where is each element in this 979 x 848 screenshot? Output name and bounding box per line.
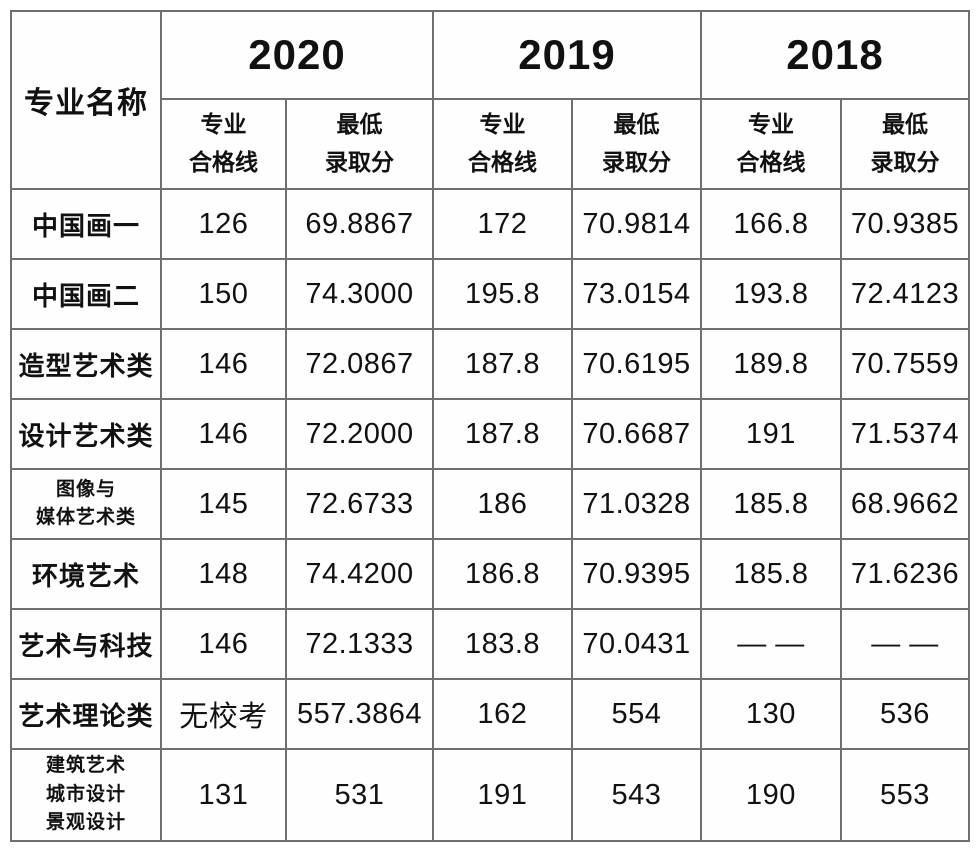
cell-2018-min: 71.6236 xyxy=(840,538,970,610)
cell-2018-qualify: — — xyxy=(700,608,842,680)
row-label: 造型艺术类 xyxy=(10,328,162,400)
corner-header-major-name: 专业名称 xyxy=(10,10,162,190)
cell-2019-min: 70.9814 xyxy=(571,188,702,260)
row-label: 图像与 媒体艺术类 xyxy=(10,468,162,540)
row-label: 设计艺术类 xyxy=(10,398,162,470)
year-header-2019: 2019 xyxy=(432,10,702,100)
table-row-design-arts: 设计艺术类 146 72.2000 187.8 70.6687 191 71.5… xyxy=(10,398,970,470)
cell-2018-min: 71.5374 xyxy=(840,398,970,470)
header-year-row: 专业名称 2020 2019 2018 xyxy=(10,10,970,190)
cell-2020-qualify: 146 xyxy=(160,608,287,680)
cell-2018-qualify: 191 xyxy=(700,398,842,470)
cell-2020-min: 557.3864 xyxy=(285,678,434,750)
cell-2020-min: 72.0867 xyxy=(285,328,434,400)
cell-2018-qualify: 189.8 xyxy=(700,328,842,400)
cell-2020-min: 74.4200 xyxy=(285,538,434,610)
header-sub-row: 专业 合格线 最低 录取分 专业 合格线 最低 录取分 专业 合格线 最低 录取… xyxy=(11,98,970,190)
cell-2018-qualify: 166.8 xyxy=(700,188,842,260)
subheader-2018-qualify-line: 专业 合格线 xyxy=(700,98,842,190)
cell-2020-min: 74.3000 xyxy=(285,258,434,330)
cell-2019-qualify: 187.8 xyxy=(432,398,573,470)
cell-2020-qualify: 150 xyxy=(160,258,287,330)
cell-2019-min: 70.6195 xyxy=(571,328,702,400)
cell-2018-min: — — xyxy=(840,608,970,680)
year-header-2020: 2020 xyxy=(160,10,434,100)
cell-2020-qualify: 126 xyxy=(160,188,287,260)
cell-2019-qualify: 172 xyxy=(432,188,573,260)
cell-2020-qualify: 148 xyxy=(160,538,287,610)
cell-2018-min: 72.4123 xyxy=(840,258,970,330)
cell-2019-min: 71.0328 xyxy=(571,468,702,540)
row-label: 艺术理论类 xyxy=(10,678,162,750)
subheader-2018-min-score: 最低 录取分 xyxy=(840,98,970,190)
row-label: 环境艺术 xyxy=(10,538,162,610)
cell-2018-min: 536 xyxy=(840,678,970,750)
cell-2019-qualify: 186.8 xyxy=(432,538,573,610)
cell-2019-min: 70.0431 xyxy=(571,608,702,680)
cell-2018-min: 70.7559 xyxy=(840,328,970,400)
cell-2018-qualify: 185.8 xyxy=(700,468,842,540)
subheader-2020-qualify-line: 专业 合格线 xyxy=(160,98,287,190)
table-row-chinese-painting-2: 中国画二 150 74.3000 195.8 73.0154 193.8 72.… xyxy=(10,258,970,330)
cell-2019-qualify: 183.8 xyxy=(432,608,573,680)
cell-2018-min: 70.9385 xyxy=(840,188,970,260)
cell-2019-min: 543 xyxy=(571,748,702,842)
row-label: 中国画二 xyxy=(10,258,162,330)
admission-score-table: 专业名称 2020 2019 2018 专业 合格线 最低 录取分 专业 合格线… xyxy=(10,10,970,842)
table-row-art-and-technology: 艺术与科技 146 72.1333 183.8 70.0431 — — — — xyxy=(10,608,970,680)
row-label: 建筑艺术 城市设计 景观设计 xyxy=(10,748,162,842)
row-label: 艺术与科技 xyxy=(10,608,162,680)
cell-2018-min: 68.9662 xyxy=(840,468,970,540)
cell-2020-qualify: 131 xyxy=(160,748,287,842)
cell-2020-qualify: 146 xyxy=(160,398,287,470)
cell-2019-qualify: 187.8 xyxy=(432,328,573,400)
cell-2020-min: 72.1333 xyxy=(285,608,434,680)
cell-2019-qualify: 162 xyxy=(432,678,573,750)
table-row-architecture-urban-landscape-design: 建筑艺术 城市设计 景观设计 131 531 191 543 190 553 xyxy=(10,748,970,842)
cell-2019-qualify: 186 xyxy=(432,468,573,540)
table-row-plastic-arts: 造型艺术类 146 72.0867 187.8 70.6195 189.8 70… xyxy=(10,328,970,400)
cell-2020-min: 531 xyxy=(285,748,434,842)
cell-2020-qualify: 146 xyxy=(160,328,287,400)
cell-2020-qualify: 145 xyxy=(160,468,287,540)
cell-2018-min: 553 xyxy=(840,748,970,842)
subheader-2019-min-score: 最低 录取分 xyxy=(571,98,702,190)
cell-2020-min: 69.8867 xyxy=(285,188,434,260)
year-header-2018: 2018 xyxy=(700,10,970,100)
table-row-chinese-painting-1: 中国画一 126 69.8867 172 70.9814 166.8 70.93… xyxy=(10,188,970,260)
cell-2018-qualify: 193.8 xyxy=(700,258,842,330)
subheader-2019-qualify-line: 专业 合格线 xyxy=(432,98,573,190)
cell-2019-qualify: 191 xyxy=(432,748,573,842)
cell-2019-min: 554 xyxy=(571,678,702,750)
cell-2018-qualify: 185.8 xyxy=(700,538,842,610)
table-row-environment-art: 环境艺术 148 74.4200 186.8 70.9395 185.8 71.… xyxy=(10,538,970,610)
row-label: 中国画一 xyxy=(10,188,162,260)
table-row-image-media-arts: 图像与 媒体艺术类 145 72.6733 186 71.0328 185.8 … xyxy=(10,468,970,540)
subheader-2020-min-score: 最低 录取分 xyxy=(285,98,434,190)
cell-2019-min: 70.6687 xyxy=(571,398,702,470)
cell-2020-min: 72.6733 xyxy=(285,468,434,540)
cell-2020-qualify: 无校考 xyxy=(160,678,287,750)
cell-2020-min: 72.2000 xyxy=(285,398,434,470)
cell-2019-min: 70.9395 xyxy=(571,538,702,610)
cell-2018-qualify: 130 xyxy=(700,678,842,750)
cell-2019-qualify: 195.8 xyxy=(432,258,573,330)
cell-2018-qualify: 190 xyxy=(700,748,842,842)
table-row-art-theory: 艺术理论类 无校考 557.3864 162 554 130 536 xyxy=(10,678,970,750)
cell-2019-min: 73.0154 xyxy=(571,258,702,330)
